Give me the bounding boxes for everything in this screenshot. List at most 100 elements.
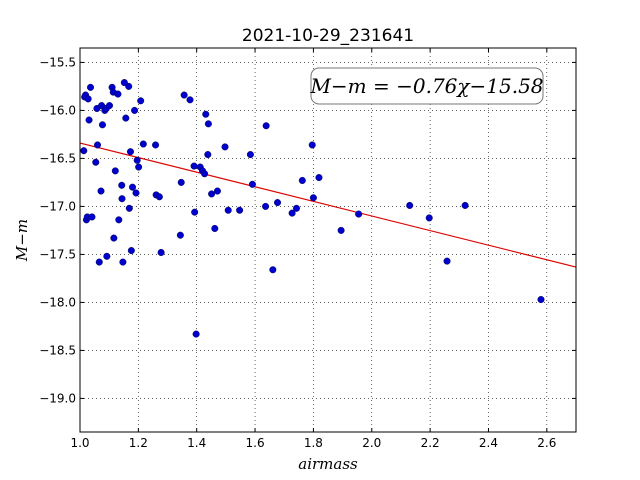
chart-title: 2021-10-29_231641 bbox=[242, 26, 414, 46]
data-point bbox=[88, 213, 96, 221]
data-point bbox=[152, 141, 160, 149]
fit-annotation: M−m = −0.76χ−15.58 bbox=[309, 67, 544, 105]
x-tick-label: 1.0 bbox=[70, 436, 89, 450]
data-point bbox=[176, 231, 184, 239]
data-point bbox=[114, 90, 122, 98]
data-point bbox=[201, 170, 209, 178]
data-point bbox=[337, 226, 345, 234]
data-point bbox=[118, 181, 126, 189]
data-point bbox=[208, 190, 216, 198]
data-point bbox=[461, 201, 469, 209]
y-tick-label: −17.0 bbox=[39, 199, 76, 213]
fit-line-group bbox=[79, 142, 577, 268]
data-point bbox=[139, 140, 147, 148]
data-point bbox=[87, 83, 95, 91]
data-points bbox=[80, 79, 545, 338]
data-point bbox=[80, 147, 88, 155]
x-tick-label: 1.2 bbox=[129, 436, 148, 450]
data-point bbox=[213, 187, 221, 195]
data-point bbox=[85, 116, 93, 124]
data-point bbox=[192, 330, 200, 338]
data-point bbox=[133, 156, 141, 164]
y-tick-label: −16.5 bbox=[39, 151, 76, 165]
data-point bbox=[131, 106, 139, 114]
data-point bbox=[105, 102, 113, 110]
data-point bbox=[204, 120, 212, 128]
data-point bbox=[292, 204, 300, 212]
grid bbox=[79, 48, 576, 432]
x-tick-label: 1.6 bbox=[246, 436, 265, 450]
data-point bbox=[186, 96, 194, 104]
data-point bbox=[248, 180, 256, 188]
data-point bbox=[155, 193, 163, 201]
data-point bbox=[180, 91, 188, 99]
fit-line bbox=[79, 142, 577, 268]
data-point bbox=[298, 176, 306, 184]
data-point bbox=[269, 266, 277, 274]
data-point bbox=[118, 195, 126, 203]
data-point bbox=[98, 121, 106, 129]
data-point bbox=[110, 234, 118, 242]
data-point bbox=[246, 151, 254, 159]
data-point bbox=[308, 141, 316, 149]
y-tick-label: −18.0 bbox=[39, 295, 76, 309]
x-tick-label: 2.6 bbox=[537, 436, 556, 450]
data-point bbox=[127, 247, 135, 255]
y-tick-label: −16.0 bbox=[39, 103, 76, 117]
data-point bbox=[92, 158, 100, 166]
data-point bbox=[537, 296, 545, 304]
data-point bbox=[236, 206, 244, 214]
data-point bbox=[274, 199, 282, 207]
data-point bbox=[288, 209, 296, 217]
data-point bbox=[190, 162, 198, 170]
data-point bbox=[122, 114, 130, 122]
y-tick-label: −19.0 bbox=[39, 391, 76, 405]
data-point bbox=[126, 148, 134, 156]
x-tick-label: 2.4 bbox=[479, 436, 498, 450]
y-tick-label: −17.5 bbox=[39, 247, 76, 261]
data-point bbox=[191, 208, 199, 216]
y-tick-label: −15.5 bbox=[39, 55, 76, 69]
y-axis-label: M−m bbox=[13, 219, 31, 262]
axis-ticks: 1.0 1.2 1.4 1.6 1.8 2.0 2.2 2.4 2.6 −15.5 −16.0 −16… bbox=[39, 48, 576, 450]
data-point bbox=[355, 210, 363, 218]
data-point bbox=[204, 151, 212, 159]
data-point bbox=[425, 214, 433, 222]
data-point bbox=[103, 252, 111, 260]
data-point bbox=[125, 82, 133, 90]
data-point bbox=[211, 224, 219, 232]
data-point bbox=[111, 167, 119, 175]
data-point bbox=[84, 95, 92, 103]
data-point bbox=[262, 202, 270, 210]
data-point bbox=[94, 141, 102, 149]
data-point bbox=[132, 189, 140, 197]
y-tick-label: −18.5 bbox=[39, 343, 76, 357]
data-point bbox=[135, 163, 143, 171]
data-point bbox=[315, 174, 323, 182]
data-point bbox=[125, 204, 133, 212]
data-point bbox=[309, 194, 317, 202]
x-tick-label: 2.0 bbox=[362, 436, 381, 450]
data-point bbox=[202, 110, 210, 118]
data-point bbox=[157, 248, 165, 256]
x-tick-label: 1.8 bbox=[304, 436, 323, 450]
data-point bbox=[262, 122, 270, 130]
x-tick-label: 2.2 bbox=[421, 436, 440, 450]
annotation-box bbox=[310, 67, 544, 105]
data-point bbox=[443, 257, 451, 265]
data-point bbox=[119, 258, 127, 266]
data-point bbox=[137, 97, 145, 105]
data-point bbox=[97, 187, 105, 195]
x-axis-label: airmass bbox=[298, 455, 358, 473]
data-point bbox=[177, 178, 185, 186]
data-point bbox=[95, 258, 103, 266]
plot-frame bbox=[79, 47, 577, 433]
data-point bbox=[129, 183, 137, 191]
data-point bbox=[115, 216, 123, 224]
data-point bbox=[406, 201, 414, 209]
annotation-text: M−m = −0.76χ−15.58 bbox=[309, 74, 543, 98]
data-point bbox=[224, 206, 232, 214]
x-tick-label: 1.4 bbox=[187, 436, 206, 450]
data-point bbox=[221, 143, 229, 151]
